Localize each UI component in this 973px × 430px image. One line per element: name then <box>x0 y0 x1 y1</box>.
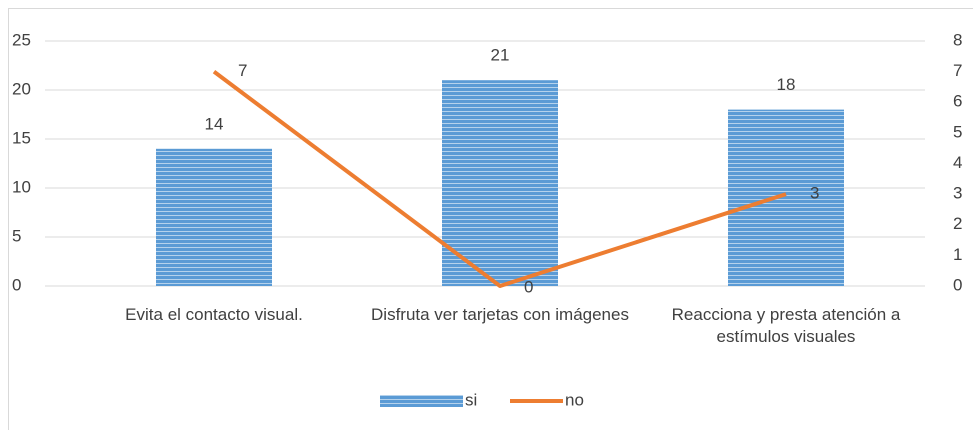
legend-label: si <box>465 390 477 409</box>
legend-swatch <box>380 395 463 407</box>
y2-tick-label: 2 <box>953 214 962 233</box>
y2-tick-label: 4 <box>953 153 962 172</box>
data-label: 18 <box>777 75 796 94</box>
y-tick-label: 25 <box>12 30 31 49</box>
y2-tick-label: 3 <box>953 184 962 203</box>
x-tick-label: Disfruta ver tarjetas con imágenes <box>371 305 629 324</box>
x-tick-label: Reacciona y presta atención a estímulos … <box>671 305 901 346</box>
y2-tick-label: 7 <box>953 61 962 80</box>
data-label: 14 <box>205 114 224 133</box>
y-tick-label: 5 <box>12 226 21 245</box>
y2-tick-label: 5 <box>953 122 962 141</box>
data-label: 21 <box>491 46 510 65</box>
y-tick-label: 0 <box>12 275 21 294</box>
legend-label: no <box>565 390 584 409</box>
y-tick-label: 15 <box>12 128 31 147</box>
chart-border <box>8 8 973 430</box>
data-label: 7 <box>238 61 247 80</box>
bar <box>728 109 844 286</box>
data-label: 0 <box>524 277 533 296</box>
y-tick-label: 20 <box>12 79 31 98</box>
y2-tick-label: 8 <box>953 30 962 49</box>
x-tick-label: Evita el contacto visual. <box>125 305 303 324</box>
y2-tick-label: 1 <box>953 245 962 264</box>
bar <box>442 80 558 286</box>
y2-tick-label: 0 <box>953 275 962 294</box>
line <box>212 70 787 288</box>
data-label: 3 <box>810 184 819 203</box>
y2-tick-label: 6 <box>953 92 962 111</box>
bar <box>156 148 272 286</box>
y-tick-label: 10 <box>12 177 31 196</box>
